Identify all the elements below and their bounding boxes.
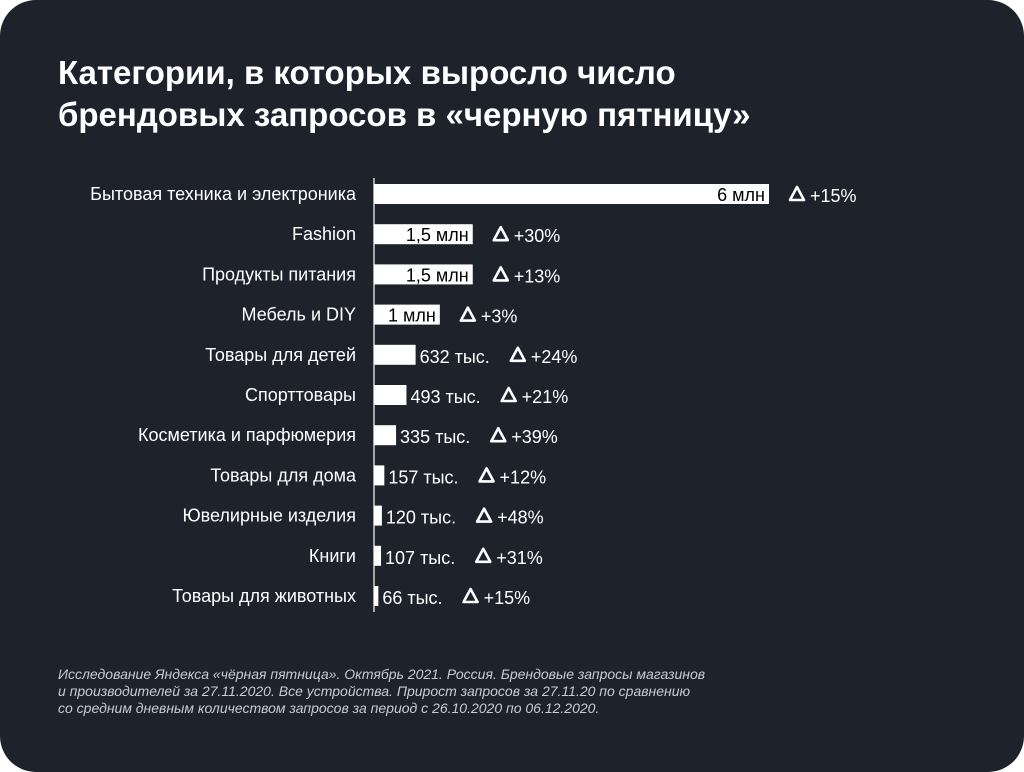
value-label: 66 тыс. [382,588,442,608]
growth-triangle-icon [474,547,492,564]
category-label: Книги [309,546,356,566]
chart-title-line: брендовых запросов в «черную пятницу» [58,96,751,133]
growth-triangle-icon [475,507,493,523]
value-label: 632 тыс. [420,347,490,367]
category-label: Продукты питания [202,264,356,284]
category-label: Косметика и парфюмерия [138,425,356,445]
bar [374,184,769,204]
value-label: 107 тыс. [385,548,455,568]
bar [374,224,473,245]
value-label: 120 тыс. [386,508,456,528]
bar [374,385,407,405]
growth-label: +15% [810,186,857,206]
growth-triangle-icon [459,306,477,322]
bar [374,425,397,446]
growth-label: +30% [514,226,561,246]
footnote-line: Исследование Яндекса «чёрная пятница». О… [58,666,706,682]
bar-chart: Бытовая техника и электроника 6 млн +15% Fa… [90,178,857,612]
value-label: 6 млн [717,185,765,205]
category-label: Ювелирные изделия [182,506,356,526]
growth-label: +12% [500,467,547,487]
growth-triangle-icon [478,467,495,483]
bar [374,304,440,325]
value-label: 157 тыс. [388,467,458,487]
value-label: 493 тыс. [410,387,480,407]
footnote-line: со средним дневным количеством запросов … [58,700,600,716]
category-label: Спорттовары [245,385,356,405]
category-label: Товары для дома [210,465,357,485]
growth-triangle-icon [492,225,510,242]
growth-label: +48% [497,508,544,528]
value-label: 1 млн [388,306,436,326]
value-label: 1,5 млн [406,265,469,285]
growth-triangle-icon [788,185,806,202]
growth-label: +39% [511,427,558,447]
bar [374,545,382,566]
bar [374,505,382,526]
category-label: Мебель и DIY [242,305,356,325]
bar [374,465,385,486]
value-label: 1,5 млн [406,225,469,245]
category-label: Fashion [292,224,356,244]
bar [374,586,379,606]
growth-label: +3% [481,307,518,327]
growth-label: +13% [514,266,561,286]
chart-title: Категории, в которых выросло число бренд… [58,52,838,136]
growth-triangle-icon [462,587,479,604]
bar [374,264,473,285]
category-label: Товары для животных [172,586,356,606]
category-label: Товары для детей [205,345,356,365]
growth-label: +15% [484,588,531,608]
growth-triangle-icon [500,386,517,403]
growth-triangle-icon [492,266,510,282]
footnote: Исследование Яндекса «чёрная пятница». О… [58,666,818,717]
bar [374,344,416,365]
growth-label: +21% [522,387,569,407]
chart-title-line: Категории, в которых выросло число [58,54,676,91]
growth-label: +31% [496,548,543,568]
growth-triangle-icon [489,426,507,443]
footnote-line: и производителей за 27.11.2020. Все устр… [58,683,691,699]
value-label: 335 тыс. [400,427,470,447]
category-label: Бытовая техника и электроника [90,184,357,204]
growth-triangle-icon [509,346,527,363]
growth-label: +24% [531,347,578,367]
